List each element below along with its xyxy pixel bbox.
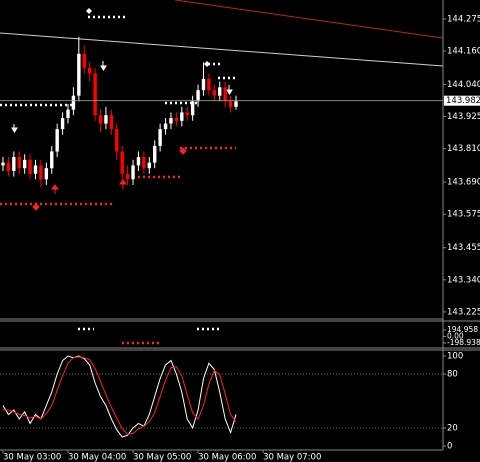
candle-body: [44, 168, 49, 180]
diamond: [179, 147, 187, 155]
y-tick-label: 143.455: [447, 243, 480, 253]
y-tick-label: 143.340: [447, 275, 480, 285]
candle-body: [190, 101, 195, 116]
trendline: [174, 0, 444, 39]
candle-body: [1, 162, 5, 166]
candle-body: [201, 78, 206, 91]
candle-body: [223, 87, 227, 102]
candle-body: [50, 151, 54, 169]
current-price-label: 143.982: [446, 96, 480, 106]
arrow-down: [226, 85, 233, 95]
x-tick-label: 30 May 07:00: [263, 453, 321, 462]
candle-body: [218, 87, 222, 96]
y-tick-label: 20: [447, 424, 458, 434]
candle-body: [39, 165, 43, 180]
candle-body: [153, 145, 157, 163]
candle-body: [234, 101, 238, 107]
candle-body: [17, 157, 21, 169]
x-tick-label: 30 May 03:00: [3, 453, 61, 462]
arrow-up: [51, 184, 59, 194]
y-tick-label: 143.225: [447, 307, 480, 317]
current-price-box: [444, 95, 480, 106]
y-tick-label: 143.925: [447, 112, 480, 122]
candle-body: [169, 117, 173, 124]
y-tick-label: 143.575: [447, 210, 480, 220]
candle-body: [77, 53, 81, 96]
arrows: [11, 8, 233, 133]
diamond: [86, 8, 92, 14]
y-tick-label: 143.690: [447, 178, 480, 188]
arrow-down: [11, 124, 18, 133]
candle-body: [33, 165, 38, 174]
candle-body: [180, 112, 184, 121]
candle-body: [98, 115, 103, 124]
candle-body: [82, 53, 86, 68]
y-tick-label: 144.040: [447, 80, 480, 90]
y-tick-label: -198.938: [447, 338, 480, 347]
candle-body: [158, 129, 162, 146]
candle-body: [228, 101, 233, 107]
candle-body: [142, 157, 146, 169]
y-tick-label: 100: [447, 352, 463, 362]
candle-body: [12, 157, 16, 171]
candle-body: [207, 78, 211, 91]
candle-body: [109, 115, 114, 130]
x-tick-label: 30 May 05:00: [133, 453, 191, 462]
candle-body: [87, 67, 92, 74]
oscillator-line: [2, 355, 237, 438]
candle-body: [120, 151, 124, 174]
x-tick-label: 30 May 06:00: [198, 453, 256, 462]
candle-body: [115, 129, 119, 152]
candle-body: [60, 117, 65, 130]
y-tick-label: 144.160: [447, 47, 480, 57]
candle-body: [28, 159, 32, 174]
candle-body: [66, 109, 70, 118]
candle-body: [55, 129, 59, 152]
candle-body: [147, 162, 151, 169]
candle-body: [196, 90, 200, 102]
candle-body: [6, 162, 11, 171]
candle-body: [104, 115, 108, 124]
candle-body: [174, 117, 179, 121]
y-tick-label: 80: [447, 370, 458, 380]
candle-body: [131, 165, 135, 180]
candle-body: [136, 157, 141, 166]
oscillator-line: [3, 356, 237, 435]
y-tick-label: 143.810: [447, 144, 480, 154]
candle-body: [71, 95, 76, 110]
signal-dots: [0, 15, 238, 345]
arrow-up: [119, 179, 127, 189]
y-tick-label: 0: [447, 442, 452, 452]
trendline: [0, 32, 444, 67]
y-tick-label: 0.00: [447, 331, 464, 340]
candle-body: [163, 123, 168, 130]
arrow-down: [100, 61, 107, 71]
candle-body: [125, 173, 130, 180]
y-tick-label: 144.275: [447, 14, 480, 24]
diamond: [32, 203, 40, 211]
candle-body: [22, 159, 27, 169]
candle-body: [93, 73, 97, 116]
arrows: [32, 147, 187, 211]
candle-body: [185, 112, 189, 116]
diamond: [204, 61, 210, 67]
x-tick-label: 30 May 04:00: [68, 453, 126, 462]
candle-body: [212, 90, 217, 96]
y-tick-label: 194.958: [447, 325, 478, 334]
